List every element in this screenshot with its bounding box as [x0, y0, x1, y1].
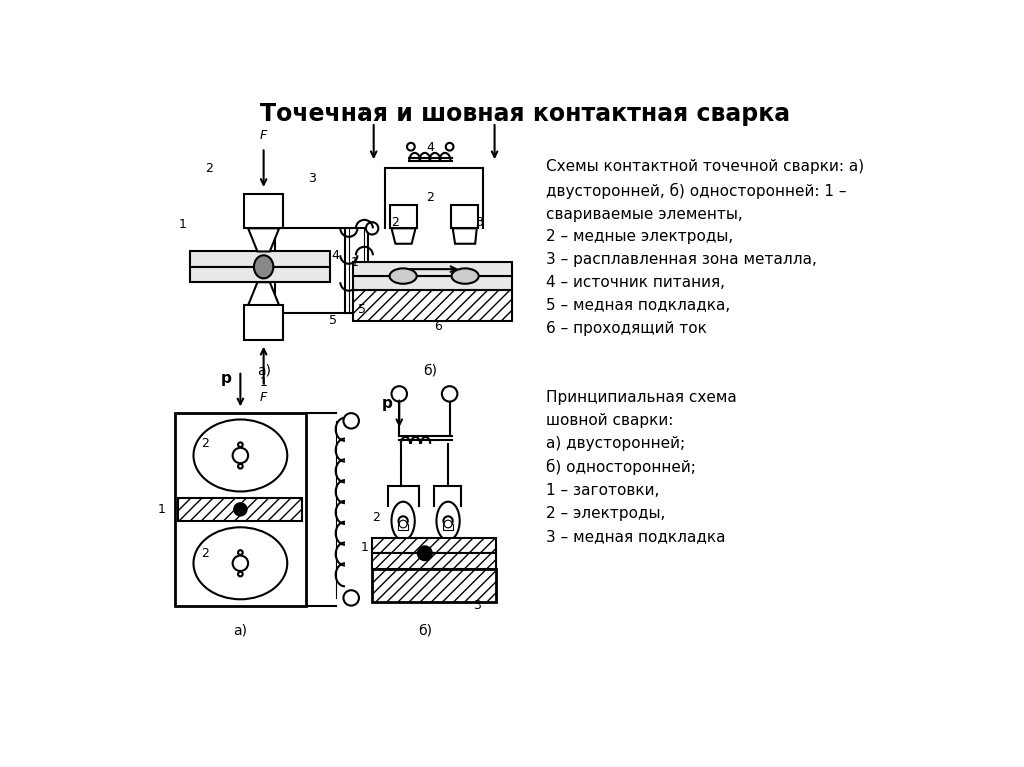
- Text: 4: 4: [332, 249, 340, 262]
- Circle shape: [445, 143, 454, 150]
- Bar: [190, 267, 330, 282]
- Circle shape: [232, 555, 248, 571]
- Bar: [372, 568, 496, 602]
- Text: 2: 2: [206, 162, 213, 175]
- Bar: [190, 252, 330, 267]
- Circle shape: [443, 516, 453, 525]
- Circle shape: [238, 443, 243, 447]
- Text: 3: 3: [475, 216, 483, 229]
- Text: Точечная и шовная контактная сварка: Точечная и шовная контактная сварка: [260, 102, 790, 127]
- Bar: [174, 413, 306, 606]
- Bar: [345, 229, 369, 313]
- Text: 1: 1: [260, 376, 267, 389]
- Bar: [178, 498, 302, 521]
- Circle shape: [418, 546, 432, 560]
- Bar: [352, 276, 512, 290]
- Polygon shape: [245, 305, 283, 340]
- Bar: [452, 206, 478, 229]
- Circle shape: [442, 386, 458, 402]
- Text: б): б): [423, 364, 437, 378]
- Ellipse shape: [194, 527, 288, 599]
- Ellipse shape: [254, 255, 273, 278]
- Text: F: F: [260, 391, 267, 404]
- Text: 2: 2: [202, 547, 210, 560]
- Text: 1: 1: [158, 503, 165, 516]
- Text: 1: 1: [350, 256, 358, 269]
- Polygon shape: [453, 229, 477, 244]
- Ellipse shape: [436, 502, 460, 540]
- Ellipse shape: [391, 502, 415, 540]
- Text: 1: 1: [360, 542, 369, 555]
- Polygon shape: [248, 282, 280, 305]
- Text: б): б): [418, 624, 432, 637]
- Polygon shape: [248, 229, 280, 252]
- Circle shape: [238, 550, 243, 555]
- Text: 1: 1: [178, 218, 186, 231]
- Circle shape: [399, 520, 407, 528]
- Circle shape: [232, 448, 248, 463]
- Text: 3: 3: [473, 599, 480, 612]
- Ellipse shape: [194, 420, 288, 492]
- Circle shape: [366, 307, 378, 319]
- Bar: [443, 524, 453, 530]
- Bar: [390, 206, 417, 229]
- Circle shape: [366, 222, 378, 235]
- Bar: [398, 524, 408, 530]
- Text: 6: 6: [434, 321, 442, 334]
- Text: 5: 5: [330, 314, 337, 328]
- Text: 2: 2: [202, 437, 210, 450]
- Text: 2: 2: [426, 191, 434, 204]
- Bar: [352, 290, 512, 321]
- Text: а): а): [233, 624, 248, 637]
- Circle shape: [398, 516, 408, 525]
- Bar: [372, 538, 496, 553]
- Circle shape: [343, 413, 359, 429]
- Text: F: F: [360, 108, 368, 121]
- Bar: [352, 262, 512, 276]
- Circle shape: [238, 464, 243, 469]
- Polygon shape: [245, 194, 283, 229]
- Text: 2: 2: [391, 216, 399, 229]
- Text: 4: 4: [426, 141, 434, 154]
- Circle shape: [238, 571, 243, 576]
- Text: F: F: [260, 130, 267, 143]
- Text: Принципиальная схема
шовной сварки:
а) двусторонней;
б) односторонней;
1 – загот: Принципиальная схема шовной сварки: а) д…: [547, 390, 737, 544]
- Ellipse shape: [452, 268, 478, 284]
- Text: 2: 2: [372, 511, 380, 524]
- Text: p: p: [221, 371, 231, 386]
- Circle shape: [343, 591, 359, 606]
- Circle shape: [234, 503, 247, 515]
- Circle shape: [407, 143, 415, 150]
- Bar: [372, 553, 496, 568]
- Text: 3: 3: [308, 172, 316, 185]
- Text: а): а): [257, 364, 270, 378]
- Text: 5: 5: [358, 303, 366, 316]
- Circle shape: [391, 386, 407, 402]
- Ellipse shape: [389, 268, 417, 284]
- Polygon shape: [391, 229, 416, 244]
- Text: p: p: [382, 397, 393, 411]
- Circle shape: [444, 520, 452, 528]
- Text: Схемы контактной точечной сварки: а)
двусторонней, б) односторонней: 1 –
сварива: Схемы контактной точечной сварки: а) дву…: [547, 159, 864, 335]
